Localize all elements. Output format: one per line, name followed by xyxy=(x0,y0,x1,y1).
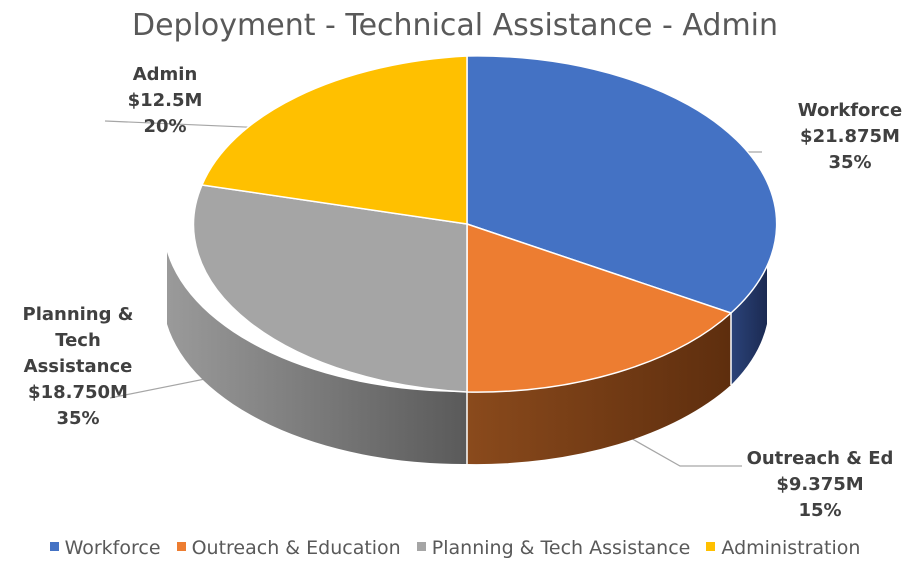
data-label-admin: Admin $12.5M 20% xyxy=(110,62,220,140)
legend-label-planning: Planning & Tech Assistance xyxy=(432,537,691,559)
legend-label-admin: Administration xyxy=(721,537,860,559)
chart-legend: Workforce Outreach & Education Planning … xyxy=(0,537,910,559)
data-label-workforce-value: $21.875M xyxy=(790,124,910,150)
legend-item-workforce: Workforce xyxy=(50,537,161,559)
data-label-workforce: Workforce $21.875M 35% xyxy=(790,98,910,176)
legend-swatch-admin xyxy=(706,542,715,551)
legend-label-workforce: Workforce xyxy=(65,537,161,559)
legend-label-outreach: Outreach & Education xyxy=(192,537,401,559)
data-label-workforce-name: Workforce xyxy=(790,98,910,124)
data-label-planning-name: Planning & Tech Assistance xyxy=(8,302,148,380)
data-label-outreach-value: $9.375M xyxy=(745,472,895,498)
legend-swatch-planning xyxy=(417,542,426,551)
data-label-admin-value: $12.5M xyxy=(110,88,220,114)
data-label-outreach-pct: 15% xyxy=(745,498,895,524)
data-label-planning: Planning & Tech Assistance $18.750M 35% xyxy=(8,302,148,432)
legend-swatch-workforce xyxy=(50,542,59,551)
data-label-workforce-pct: 35% xyxy=(790,150,910,176)
legend-item-admin: Administration xyxy=(706,537,860,559)
data-label-outreach: Outreach & Ed $9.375M 15% xyxy=(745,446,895,524)
data-label-outreach-name: Outreach & Ed xyxy=(745,446,895,472)
data-label-planning-pct: 35% xyxy=(8,406,148,432)
legend-item-planning: Planning & Tech Assistance xyxy=(417,537,691,559)
data-label-admin-pct: 20% xyxy=(110,114,220,140)
data-label-admin-name: Admin xyxy=(110,62,220,88)
data-label-planning-value: $18.750M xyxy=(8,380,148,406)
legend-swatch-outreach xyxy=(177,542,186,551)
legend-item-outreach: Outreach & Education xyxy=(177,537,401,559)
